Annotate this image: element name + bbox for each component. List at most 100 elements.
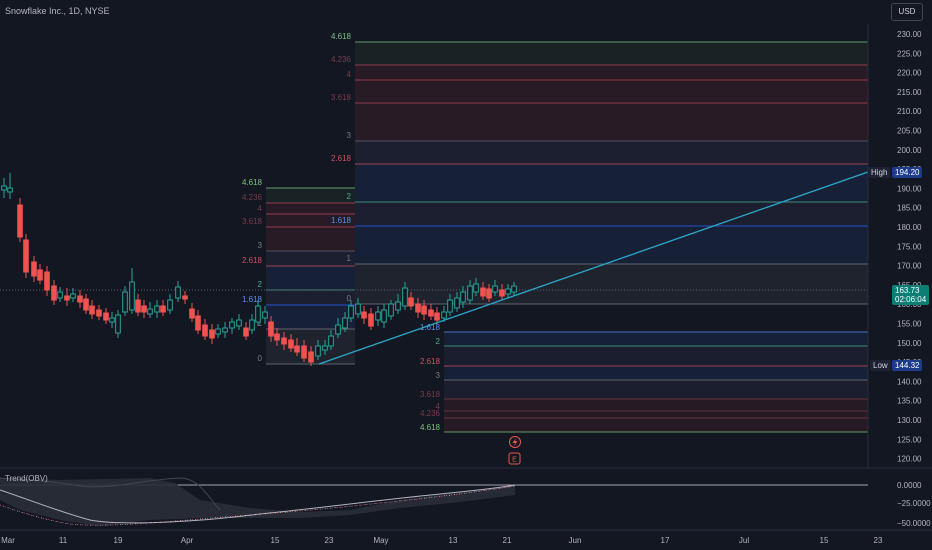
price-tick-label: 215.00 <box>897 88 922 97</box>
candle[interactable] <box>64 288 70 306</box>
candle[interactable] <box>434 307 440 324</box>
candle[interactable] <box>460 286 466 308</box>
candle[interactable] <box>1 178 7 198</box>
candle[interactable] <box>355 298 361 318</box>
candle[interactable] <box>402 282 408 310</box>
candle[interactable] <box>222 322 228 338</box>
candle[interactable] <box>243 322 249 340</box>
candle[interactable] <box>447 294 453 316</box>
candle[interactable] <box>428 304 434 320</box>
candle[interactable] <box>195 310 201 334</box>
obv-oscillator-pane[interactable] <box>0 477 868 526</box>
candle[interactable] <box>315 340 321 360</box>
candle[interactable] <box>505 284 511 298</box>
candle[interactable] <box>322 340 328 355</box>
price-tick-label: 185.00 <box>897 204 922 213</box>
low-label: Low <box>870 360 891 371</box>
candle[interactable] <box>348 300 354 322</box>
candle[interactable] <box>167 294 173 314</box>
high-value: 194.20 <box>892 167 923 178</box>
candle[interactable] <box>147 302 153 318</box>
trend-line[interactable] <box>318 171 869 365</box>
candle[interactable] <box>122 286 128 316</box>
candle[interactable] <box>268 316 274 342</box>
candle[interactable] <box>274 328 280 346</box>
candle[interactable] <box>44 266 50 296</box>
candle[interactable] <box>480 282 486 300</box>
candle[interactable] <box>189 303 195 322</box>
candle[interactable] <box>486 284 492 302</box>
candle[interactable] <box>454 292 460 312</box>
candle[interactable] <box>262 306 268 324</box>
candle[interactable] <box>57 287 63 302</box>
candle[interactable] <box>467 280 473 304</box>
candle[interactable] <box>281 332 287 350</box>
candle[interactable] <box>308 346 314 366</box>
candle[interactable] <box>492 280 498 296</box>
candle[interactable] <box>361 306 367 324</box>
price-tick-label: 190.00 <box>897 184 922 193</box>
candle[interactable] <box>103 308 109 324</box>
candle[interactable] <box>415 298 421 318</box>
candle[interactable] <box>109 312 115 328</box>
price-tick-label: 150.00 <box>897 339 922 348</box>
candle[interactable] <box>288 334 294 352</box>
time-axis[interactable]: Mar 11 19 Apr 15 23 May 13 21 Jun 17 Jul 15 23 <box>0 529 932 545</box>
candle[interactable] <box>395 294 401 314</box>
candle[interactable] <box>249 314 255 334</box>
candle[interactable] <box>17 198 23 242</box>
candle[interactable] <box>96 305 102 320</box>
fib-extension-main[interactable]: 4.618 4.236 4 3.618 3 2.618 2 1.618 1 0 <box>331 32 868 305</box>
candle[interactable] <box>31 256 37 282</box>
candle[interactable] <box>215 324 221 338</box>
candle[interactable] <box>381 304 387 328</box>
candlestick-series[interactable] <box>1 173 517 366</box>
candle[interactable] <box>255 300 261 326</box>
candle[interactable] <box>175 281 181 302</box>
candle[interactable] <box>209 324 215 344</box>
price-tick-label: 180.00 <box>897 223 922 232</box>
candle[interactable] <box>408 292 414 310</box>
currency-button[interactable]: USD <box>891 3 923 21</box>
candle[interactable] <box>141 300 147 318</box>
candle[interactable] <box>23 234 29 278</box>
earnings-lightning-icon[interactable] <box>509 436 521 448</box>
candle[interactable] <box>83 294 89 314</box>
candle[interactable] <box>294 338 300 356</box>
candle[interactable] <box>441 306 447 322</box>
fib-extension-lower[interactable]: 1.618 2 2.618 3 3.618 44.236 4.618 <box>420 323 868 433</box>
candle[interactable] <box>129 268 135 314</box>
candle[interactable] <box>182 291 188 304</box>
candle[interactable] <box>160 300 166 316</box>
price-tick-label: 220.00 <box>897 69 922 78</box>
candle[interactable] <box>499 284 505 300</box>
candle[interactable] <box>335 318 341 338</box>
bar-countdown: 02:06:04 <box>895 295 927 304</box>
candle[interactable] <box>473 278 479 296</box>
candle[interactable] <box>301 340 307 362</box>
candle[interactable] <box>229 318 235 334</box>
candle[interactable] <box>375 306 381 326</box>
candle[interactable] <box>135 294 141 316</box>
candle[interactable] <box>421 300 427 320</box>
candle[interactable] <box>89 300 95 319</box>
candle[interactable] <box>37 264 43 284</box>
candle[interactable] <box>511 282 517 296</box>
candle[interactable] <box>70 288 76 302</box>
price-tick-label: 120.00 <box>897 455 922 464</box>
candle[interactable] <box>115 310 121 338</box>
candle[interactable] <box>342 312 348 332</box>
price-axis[interactable]: 230.00 225.00 220.00 215.00 210.00 205.00 200.… <box>867 24 922 468</box>
candle[interactable] <box>236 314 242 330</box>
candle[interactable] <box>154 300 160 318</box>
candle[interactable] <box>328 330 334 350</box>
candle[interactable] <box>368 308 374 330</box>
candle[interactable] <box>202 319 208 340</box>
candle[interactable] <box>51 280 57 305</box>
oscillator-tick-label: 0.0000 <box>897 481 922 490</box>
candle[interactable] <box>388 300 394 320</box>
candle[interactable] <box>77 290 83 308</box>
earnings-event-marker[interactable]: E <box>508 452 521 465</box>
candle[interactable] <box>7 173 13 199</box>
